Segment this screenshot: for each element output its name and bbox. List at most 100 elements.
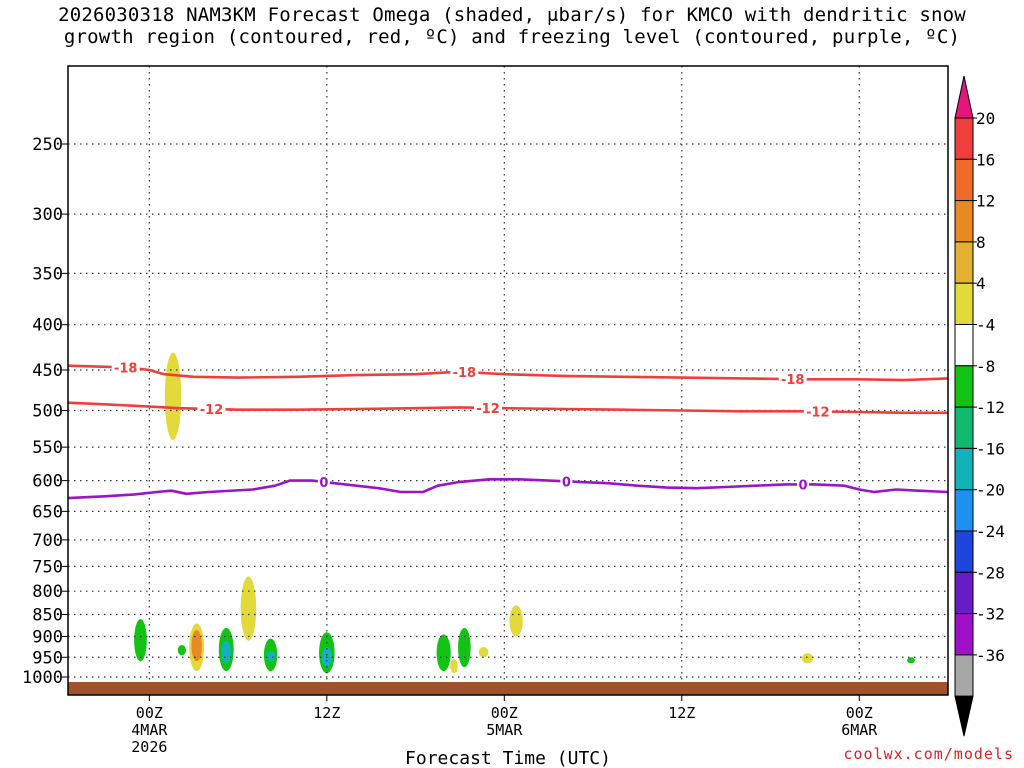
colorbar-swatch	[954, 324, 974, 367]
y-tick-label: 450	[32, 361, 63, 381]
colorbar-swatch	[954, 282, 974, 326]
contour-layer: -18 -18 -18 -12 -12 -12 0 0 0	[67, 360, 949, 500]
omega-shaded-region	[164, 352, 182, 441]
y-tick-label: 400	[32, 316, 63, 336]
colorbar-label: -12	[976, 398, 1005, 417]
x-tick-label: 5MAR	[486, 721, 523, 739]
colorbar-label: 8	[976, 233, 986, 252]
x-tick-label: 6MAR	[841, 721, 878, 739]
colorbar-label: -32	[976, 605, 1005, 624]
y-tick-label: 600	[32, 472, 63, 492]
omega-shaded-region	[458, 627, 471, 668]
colorbar-swatch	[954, 447, 974, 491]
contour-label: -18	[453, 366, 477, 381]
omega-shaded-region	[509, 605, 523, 637]
contour-label-bg	[797, 477, 810, 492]
colorbar-swatch	[954, 571, 974, 615]
contour-label: -18	[114, 361, 138, 376]
y-tick-label: 250	[32, 135, 63, 155]
omega-shaded-region	[240, 576, 257, 641]
colorbar-label: 20	[976, 109, 995, 128]
y-tick-label: 500	[32, 402, 63, 422]
colorbar-label: -24	[976, 522, 1005, 541]
plot-frame	[67, 65, 949, 696]
x-tick-label: 12Z	[313, 704, 340, 722]
colorbar: 20 16 12 8 4 -4 -8 -12 -16 -20 -24 -28 -32 -36	[954, 75, 1005, 737]
y-tick-label: 900	[32, 627, 63, 647]
omega-shading-layer	[134, 352, 915, 674]
omega-shaded-region	[266, 651, 276, 662]
contour-label: 0	[799, 478, 808, 493]
colorbar-under-arrow	[954, 695, 974, 737]
contour-label-bg	[317, 474, 330, 489]
colorbar-label: 4	[976, 274, 986, 293]
y-tick-label: 800	[32, 582, 63, 602]
colorbar-label: 16	[976, 150, 995, 169]
omega-shaded-region	[177, 644, 186, 656]
omega-shaded-region	[450, 659, 458, 674]
y-tick-label: 300	[32, 205, 63, 225]
colorbar-label: -36	[976, 646, 1005, 665]
y-tick-label: 850	[32, 606, 63, 626]
x-axis-label: Forecast Time (UTC)	[405, 748, 611, 768]
colorbar-swatch	[954, 117, 974, 160]
chart-title: 2026030318 NAM3KM Forecast Omega (shaded…	[0, 4, 1024, 48]
omega-shaded-region	[221, 640, 232, 664]
contour-label: -12	[806, 405, 830, 420]
colorbar-label: -16	[976, 439, 1005, 458]
contour-label-bg	[778, 372, 807, 387]
omega-shaded-region	[801, 653, 814, 664]
contour-label-bg	[197, 402, 226, 417]
contour-label-bg	[560, 474, 573, 489]
contour-line	[67, 478, 949, 500]
contour-label: 0	[562, 475, 571, 490]
y-tick-label: 650	[32, 502, 63, 522]
colorbar-swatch	[954, 241, 974, 284]
colorbar-swatch	[954, 200, 974, 243]
colorbar-label: 12	[976, 192, 995, 211]
y-tick-label: 1000	[22, 668, 63, 688]
credit-text: coolwx.com/models	[843, 745, 1014, 763]
title-line-2: growth region (contoured, red, ºC) and f…	[63, 26, 961, 48]
contour-label: -12	[476, 402, 500, 417]
y-tick-label: 550	[32, 438, 63, 458]
omega-shaded-region	[907, 657, 915, 664]
x-tick-label: 4MAR	[131, 721, 168, 739]
colorbar-swatch	[954, 158, 974, 202]
contour-label-bg	[111, 360, 140, 375]
omega-shaded-region	[191, 630, 202, 662]
colorbar-label: -28	[976, 563, 1005, 582]
colorbar-swatch	[954, 654, 974, 697]
y-tick-label: 950	[32, 648, 63, 668]
omega-shaded-region	[478, 647, 489, 658]
x-tick-label: 00Z	[136, 704, 163, 722]
x-tick-label: 2026	[131, 738, 167, 756]
colorbar-swatch	[954, 365, 974, 408]
y-axis: 2503003504004505005506006507007508008509…	[22, 135, 68, 688]
y-tick-label: 750	[32, 557, 63, 577]
title-line-1: 2026030318 NAM3KM Forecast Omega (shaded…	[58, 4, 966, 26]
omega-shaded-region	[134, 619, 147, 662]
contour-label: 0	[319, 476, 328, 491]
y-tick-label: 700	[32, 531, 63, 551]
colorbar-over-arrow	[954, 75, 974, 119]
y-tick-label: 350	[32, 264, 63, 284]
ground-bar	[68, 682, 948, 695]
contour-label: -18	[781, 373, 805, 388]
x-tick-label: 00Z	[491, 704, 518, 722]
colorbar-label: -8	[976, 357, 995, 376]
contour-label-bg	[450, 364, 479, 379]
x-tick-label: 00Z	[846, 704, 873, 722]
contour-line	[67, 364, 949, 382]
colorbar-swatch	[954, 613, 974, 656]
omega-shaded-region	[436, 634, 451, 672]
x-tick-label: 12Z	[668, 704, 695, 722]
colorbar-label: -4	[976, 316, 995, 335]
colorbar-swatch	[954, 489, 974, 532]
contour-label-bg	[474, 400, 503, 415]
contour-label-bg	[803, 404, 832, 419]
contour-label: -12	[200, 403, 224, 418]
colorbar-label: -20	[976, 481, 1005, 500]
